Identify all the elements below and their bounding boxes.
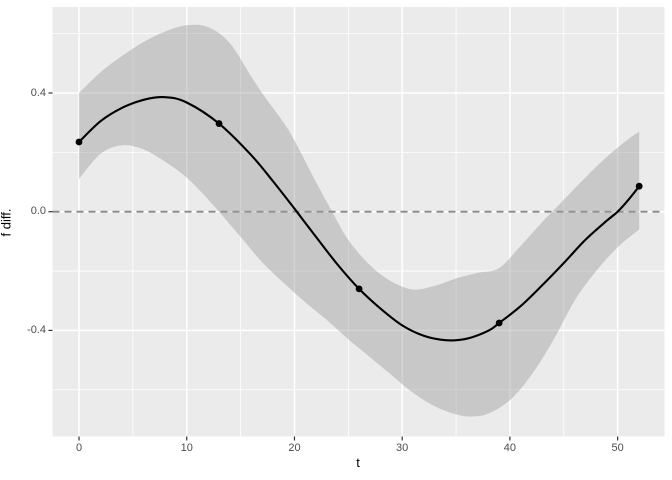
y-tick-label: 0.4 — [30, 86, 46, 99]
data-point — [495, 319, 503, 327]
y-tick-label: 0.0 — [30, 205, 46, 218]
fitted-line — [77, 96, 641, 342]
x-axis-title: t — [356, 455, 360, 470]
x-tick-label: 0 — [75, 442, 83, 454]
data-point — [75, 138, 83, 146]
x-tick-label: 50 — [611, 442, 624, 454]
x-tick-label: 20 — [288, 442, 301, 454]
x-tick-label: 40 — [503, 442, 517, 454]
y-axis-title: f diff. — [0, 208, 14, 237]
y-tick-label: -0.4 — [27, 323, 46, 336]
data-point — [215, 120, 223, 127]
plot-panel — [52, 7, 665, 437]
x-tick-label: 10 — [180, 442, 193, 454]
data-point — [635, 182, 643, 190]
data-point — [355, 285, 363, 293]
x-tick-label: 30 — [396, 442, 409, 454]
